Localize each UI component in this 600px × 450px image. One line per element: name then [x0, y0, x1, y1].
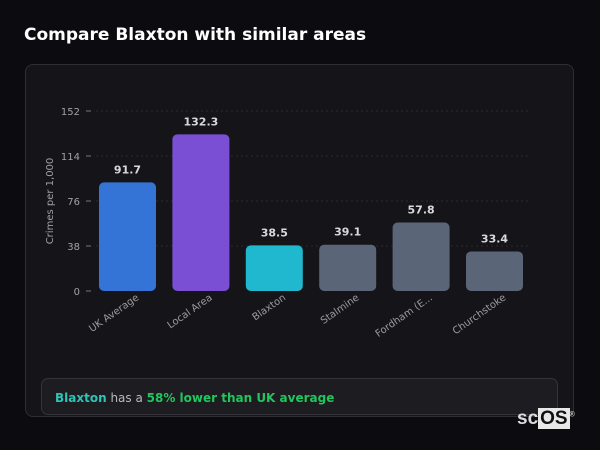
y-tick-label: 152: [61, 107, 80, 118]
x-tick-label: Stalmine: [319, 292, 362, 326]
x-tick-label: Fordham (E...: [374, 292, 435, 339]
summary-comparison: 58% lower than UK average: [146, 391, 335, 405]
data-label: 57.8: [408, 204, 435, 217]
data-label: 132.3: [184, 115, 219, 128]
x-tick-label: Blaxton: [251, 292, 288, 323]
x-tick-label: Churchstoke: [451, 292, 508, 337]
summary-box: Blaxton has a 58% lower than UK average: [41, 378, 558, 415]
y-tick-label: 38: [67, 242, 80, 253]
data-label: 38.5: [261, 226, 288, 239]
data-label: 39.1: [334, 226, 361, 239]
bar-fordham-e-: [392, 222, 450, 291]
y-tick-label: 76: [67, 197, 80, 208]
y-tick-label: 0: [74, 287, 80, 298]
summary-area: Blaxton: [55, 391, 107, 405]
y-tick-label: 114: [61, 152, 80, 163]
bar-churchstoke: [466, 251, 523, 291]
data-label: 33.4: [481, 232, 508, 245]
bar-stalmine: [319, 244, 377, 291]
bar-local-area: [172, 134, 230, 291]
y-axis-label: Crimes per 1,000: [45, 158, 56, 245]
data-label: 91.7: [114, 163, 141, 176]
x-tick-label: UK Average: [87, 292, 141, 334]
summary-text: has a: [106, 391, 147, 405]
bar-blaxton: [245, 245, 303, 291]
x-tick-label: Local Area: [166, 292, 215, 331]
watermark-logo: sc OS ®: [517, 408, 575, 429]
page-title: Compare Blaxton with similar areas: [24, 25, 367, 45]
bar-uk-average: [99, 182, 156, 291]
